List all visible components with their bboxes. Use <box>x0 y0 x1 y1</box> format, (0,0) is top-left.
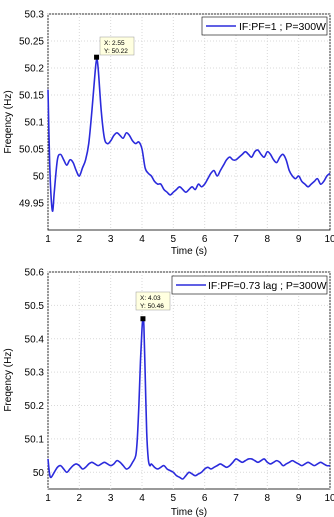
x-tick-label: 2 <box>77 493 83 504</box>
x-tick-label: 3 <box>108 234 114 245</box>
x-tick-label: 5 <box>171 493 177 504</box>
x-tick-label: 6 <box>202 493 208 504</box>
datatip-box <box>135 291 171 311</box>
legend-label: IF:PF=1 ; P=300W <box>239 21 326 33</box>
y-tick-label: 50.6 <box>25 268 45 279</box>
series-line-top <box>47 58 331 212</box>
datatip-y: Y: 50.22 <box>104 48 128 55</box>
x-tick-label: 5 <box>171 234 177 245</box>
y-tick-label: 50.05 <box>19 145 44 156</box>
legend: IF:PF=1 ; P=300W <box>201 16 328 36</box>
datatip-box <box>99 36 135 56</box>
x-tick-label: 8 <box>265 493 271 504</box>
y-tick-label: 50.3 <box>25 10 45 21</box>
y-tick-labels: 50 50.1 50.2 50.3 50.4 50.5 50.6 <box>25 268 45 479</box>
x-tick-label: 1 <box>45 493 51 504</box>
chart-bottom: 1 2 3 4 5 6 7 8 9 10 50 50.1 50.2 50.3 50.4 50.5 50.6 T… <box>3 268 334 517</box>
datatip-x: X: 2.55 <box>104 40 125 47</box>
chart-top: 1 2 3 4 5 6 7 8 9 10 49.95 50 50.05 50.1 50.15 50.2 50.… <box>3 10 334 258</box>
y-tick-label: 50 <box>33 172 45 183</box>
y-tick-label: 50.1 <box>25 118 45 129</box>
x-axis-label: Time (s) <box>171 246 207 257</box>
y-tick-label: 50.15 <box>19 91 44 102</box>
legend: IF:PF=0.73 lag ; P=300W <box>171 275 328 295</box>
x-tick-label: 3 <box>108 493 114 504</box>
y-tick-label: 50.5 <box>25 301 45 312</box>
legend-box <box>171 275 328 295</box>
y-tick-label: 50.2 <box>25 64 45 75</box>
datatip: X: 2.55 Y: 50.22 <box>94 36 135 60</box>
plot-area <box>47 271 331 490</box>
y-tick-label: 50.25 <box>19 37 44 48</box>
grid <box>47 13 331 230</box>
datatip-y: Y: 50.46 <box>140 303 164 310</box>
x-tick-labels: 1 2 3 4 5 6 7 8 9 10 <box>45 493 334 504</box>
x-tick-label: 7 <box>233 493 239 504</box>
series-line-bottom <box>47 317 331 480</box>
y-axis-label: Freqency (Hz) <box>3 348 14 411</box>
datatip-x: X: 4.03 <box>140 295 161 302</box>
legend-box <box>201 16 328 36</box>
x-tick-labels: 1 2 3 4 5 6 7 8 9 10 <box>45 234 334 245</box>
x-tick-label: 7 <box>233 234 239 245</box>
datatip-marker <box>140 316 146 322</box>
y-tick-label: 50.4 <box>25 334 45 345</box>
y-tick-labels: 49.95 50 50.05 50.1 50.15 50.2 50.25 50.3 <box>19 10 44 210</box>
x-tick-label: 9 <box>296 493 302 504</box>
y-tick-label: 50 <box>33 468 45 479</box>
x-tick-label: 4 <box>139 493 145 504</box>
x-tick-label: 4 <box>139 234 145 245</box>
y-tick-label: 49.95 <box>19 199 44 210</box>
y-tick-label: 50.1 <box>25 434 45 445</box>
y-axis-label: Freqency (Hz) <box>3 90 14 153</box>
x-tick-label: 10 <box>324 493 334 504</box>
x-tick-label: 8 <box>265 234 271 245</box>
datatip: X: 4.03 Y: 50.46 <box>135 291 171 322</box>
x-tick-label: 1 <box>45 234 51 245</box>
y-tick-label: 50.2 <box>25 401 45 412</box>
x-tick-label: 9 <box>296 234 302 245</box>
x-axis-label: Time (s) <box>171 507 207 517</box>
datatip-marker <box>94 54 100 60</box>
x-tick-label: 10 <box>324 234 334 245</box>
x-tick-label: 6 <box>202 234 208 245</box>
legend-label: IF:PF=0.73 lag ; P=300W <box>208 280 327 292</box>
y-tick-label: 50.3 <box>25 368 45 379</box>
x-tick-label: 2 <box>77 234 83 245</box>
